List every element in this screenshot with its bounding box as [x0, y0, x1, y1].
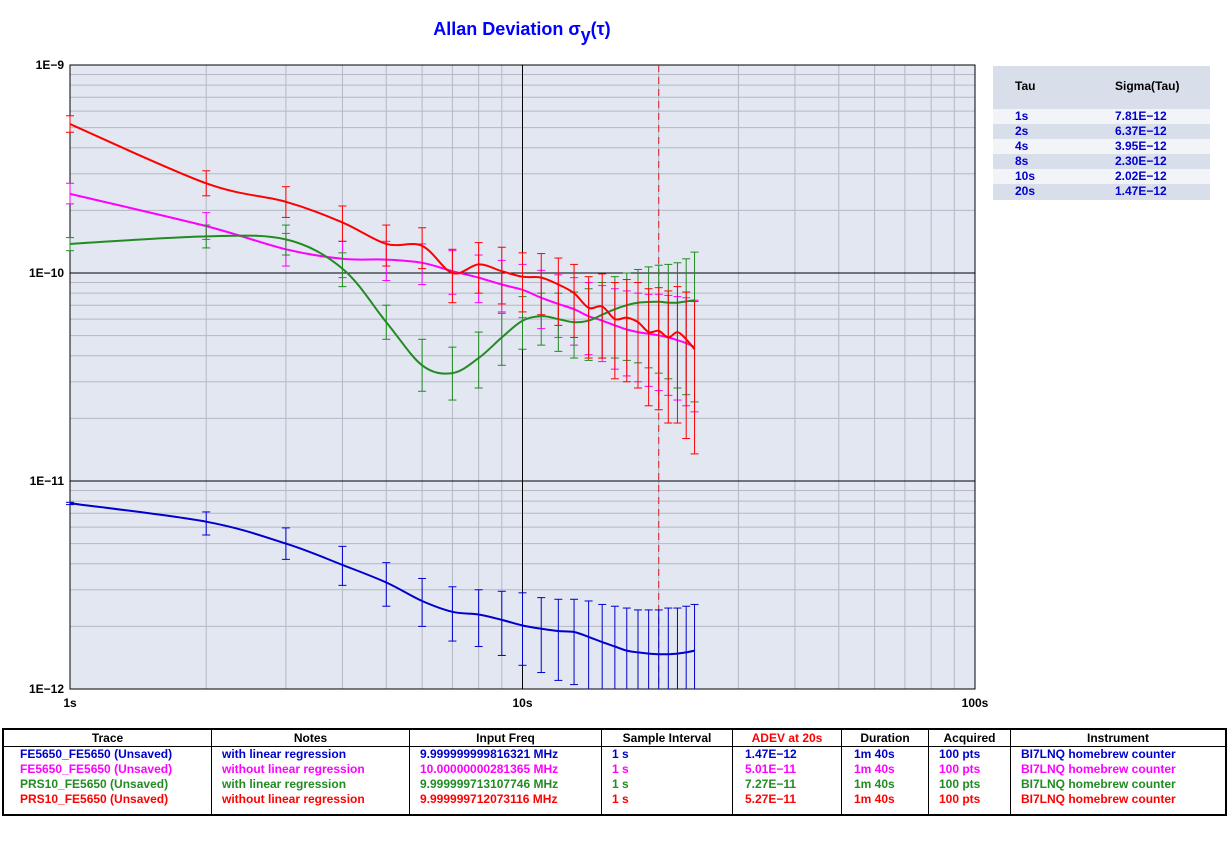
trace-row: PRS10_FE5650 (Unsaved) without linear reg… [4, 792, 1225, 807]
trace-cell: 9.999999712073116 MHz [420, 792, 558, 806]
tau-value: 4s [1015, 139, 1029, 153]
trace-cell: FE5650_FE5650 (Unsaved) [20, 762, 173, 776]
x-tick-label: 1s [63, 696, 77, 710]
column-divider [841, 747, 842, 814]
tau-value: 8s [1015, 154, 1029, 168]
trace-cell: with linear regression [222, 777, 347, 791]
column-divider [732, 747, 733, 814]
tau-row: 10s 2.02E−12 [993, 169, 1210, 184]
series-3 [66, 115, 699, 455]
column-divider [1010, 747, 1011, 814]
trace-header-cell: Sample Interval [602, 730, 733, 746]
trace-cell: BI7LNQ homebrew counter [1021, 762, 1176, 776]
y-tick-label: 1E−11 [30, 474, 65, 488]
trace-cell: 1 s [612, 762, 629, 776]
trace-cell: FE5650_FE5650 (Unsaved) [20, 747, 173, 761]
tau-row: 1s 7.81E−12 [993, 109, 1210, 124]
trace-cell: 100 pts [939, 762, 981, 776]
tau-row: 8s 2.30E−12 [993, 154, 1210, 169]
trace-cell: 1m 40s [854, 777, 895, 791]
trace-cell: 1 s [612, 777, 629, 791]
trace-cell: 1.47E−12 [745, 747, 797, 761]
sigma-value: 2.02E−12 [1115, 169, 1167, 183]
trace-cell: 7.27E−11 [745, 777, 797, 791]
trace-cell: 100 pts [939, 747, 981, 761]
tau-value: 10s [1015, 169, 1036, 183]
trace-cell: 1 s [612, 747, 629, 761]
trace-header-cell: Acquired [929, 730, 1011, 746]
series-line [69, 502, 695, 656]
trace-cell: 1m 40s [854, 792, 895, 806]
trace-row: FE5650_FE5650 (Unsaved) without linear re… [4, 762, 1225, 777]
column-divider [409, 747, 410, 814]
trace-cell: 9.999999713107746 MHz [420, 777, 559, 791]
sigma-value: 1.47E−12 [1115, 184, 1167, 198]
tau-header: Tau [1015, 79, 1036, 93]
x-tick-label: 100s [962, 696, 989, 710]
tau-value: 2s [1015, 124, 1029, 138]
trace-cell: 1m 40s [854, 762, 895, 776]
trace-header-cell: Duration [842, 730, 929, 746]
trace-cell: BI7LNQ homebrew counter [1021, 777, 1176, 791]
trace-table-header: Trace Notes Input Freq Sample Interval ADEV … [4, 730, 1225, 747]
column-divider [211, 747, 212, 814]
sigma-value: 2.30E−12 [1115, 154, 1167, 168]
trace-row: FE5650_FE5650 (Unsaved) with linear regre… [4, 747, 1225, 762]
x-tick-label: 10s [512, 696, 532, 710]
y-tick-label: 1E−12 [29, 682, 64, 696]
tau-table-rows: 1s 7.81E−12 2s 6.37E−12 4s 3.95E−12 8s 2.30E−12… [993, 109, 1210, 199]
trace-cell: PRS10_FE5650 (Unsaved) [20, 792, 169, 806]
trace-header-cell: Instrument [1086, 731, 1149, 745]
trace-cell: 5.01E−11 [745, 762, 797, 776]
tau-row: 4s 3.95E−12 [993, 139, 1210, 154]
series-layer [66, 115, 699, 689]
y-tick-label: 1E−9 [36, 58, 65, 72]
sigma-value: 3.95E−12 [1115, 139, 1167, 153]
column-divider [601, 747, 602, 814]
trace-cell: BI7LNQ homebrew counter [1021, 747, 1176, 761]
series-line [69, 123, 696, 350]
trace-cell: BI7LNQ homebrew counter [1021, 792, 1176, 806]
tick-labels: 1s 10s 100s 1E−9 1E−10 1E−11 1E−12 [29, 58, 989, 710]
trace-header-cell: Trace [4, 730, 212, 746]
trace-header-cell: ADEV at 20s [733, 730, 842, 746]
column-divider [928, 747, 929, 814]
series-0 [66, 501, 699, 689]
sigma-header: Sigma(Tau) [1115, 79, 1180, 93]
trace-table-body: FE5650_FE5650 (Unsaved) with linear regre… [4, 747, 1225, 807]
tau-row: 2s 6.37E−12 [993, 124, 1210, 139]
sigma-value: 6.37E−12 [1115, 124, 1167, 138]
trace-row: PRS10_FE5650 (Unsaved) with linear regres… [4, 777, 1225, 792]
trace-cell: without linear regression [222, 762, 365, 776]
trace-cell: 100 pts [939, 792, 981, 806]
trace-cell: 10.00000000281365 MHz [420, 762, 559, 776]
trace-header-cell: Input Freq [410, 730, 602, 746]
trace-cell: 1 s [612, 792, 629, 806]
trace-cell: 9.999999999816321 MHz [420, 747, 559, 761]
trace-cell: without linear regression [222, 792, 365, 806]
tau-sigma-table: Tau Sigma(Tau) 1s 7.81E−12 2s 6.37E−12 4s 3.9… [993, 66, 1210, 200]
trace-cell: 5.27E−11 [745, 792, 797, 806]
tau-value: 20s [1015, 184, 1036, 198]
tau-row: 20s 1.47E−12 [993, 184, 1210, 199]
sigma-value: 7.81E−12 [1115, 109, 1167, 123]
trace-cell: 1m 40s [854, 747, 895, 761]
allan-deviation-chart: Allan Deviation σy(τ) 1s 10s 100s 1E−9 1E−10… [29, 19, 989, 710]
trace-cell: with linear regression [222, 747, 347, 761]
tau-value: 1s [1015, 109, 1029, 123]
y-tick-label: 1E−10 [29, 266, 64, 280]
trace-table: Trace Notes Input Freq Sample Interval ADEV … [2, 728, 1227, 816]
chart-title: Allan Deviation σy(τ) [433, 19, 610, 45]
trace-cell: PRS10_FE5650 (Unsaved) [20, 777, 169, 791]
trace-cell: 100 pts [939, 777, 981, 791]
trace-header-cell: Notes [212, 730, 410, 746]
